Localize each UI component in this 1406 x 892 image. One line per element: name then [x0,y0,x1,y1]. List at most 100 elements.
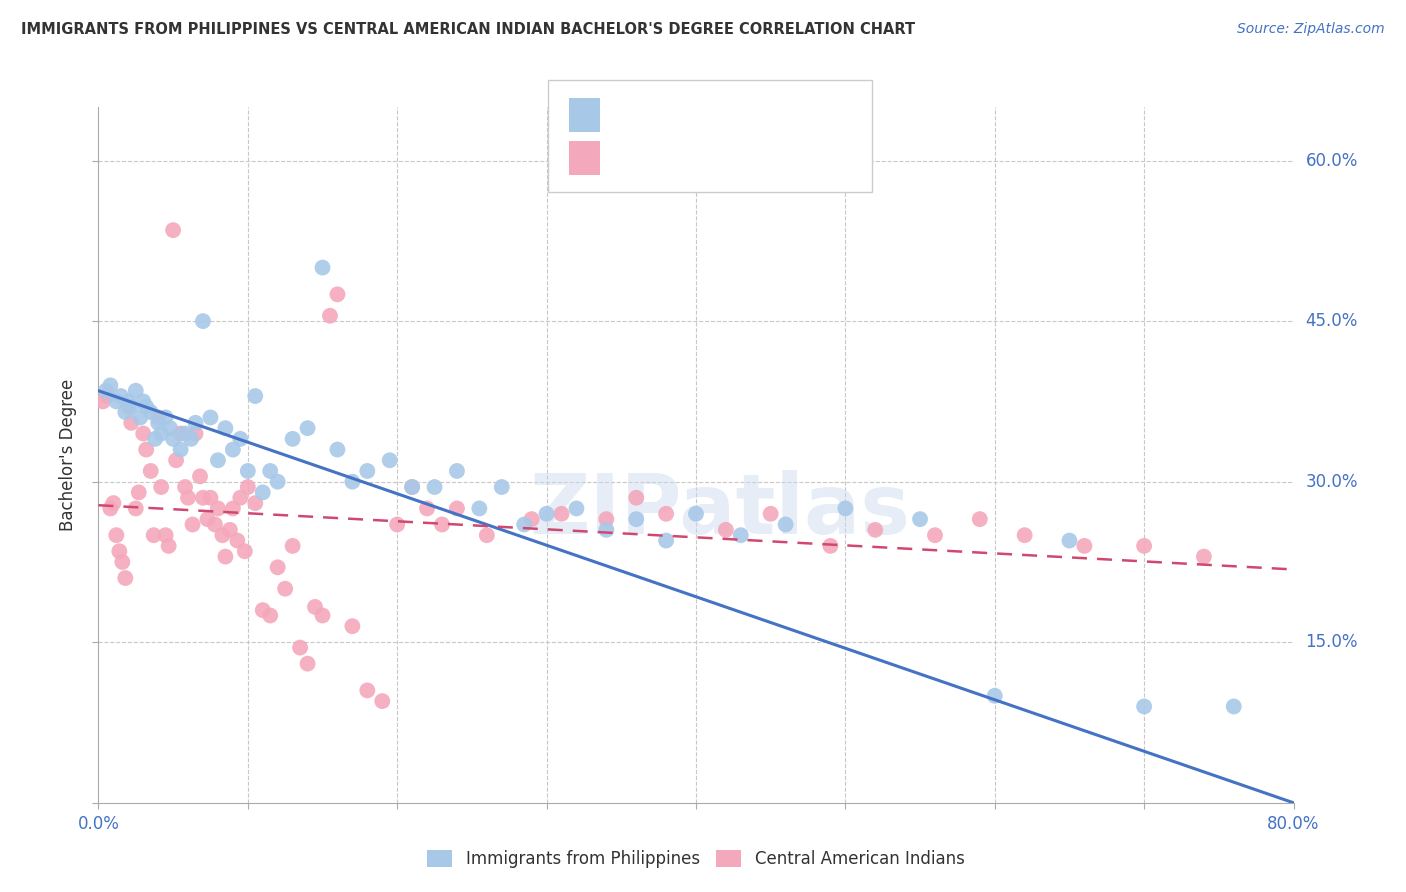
Point [236,464,259,478]
Text: -0.082: -0.082 [658,150,717,168]
Point [120,400,142,414]
Point [983,689,1005,703]
Point [446,501,468,516]
Legend: Immigrants from Philippines, Central American Indians: Immigrants from Philippines, Central Ame… [420,843,972,874]
Text: IMMIGRANTS FROM PHILIPPINES VS CENTRAL AMERICAN INDIAN BACHELOR'S DEGREE CORRELA: IMMIGRANTS FROM PHILIPPINES VS CENTRAL A… [21,22,915,37]
Point [132,394,155,409]
Point [103,496,125,510]
Point [319,309,342,323]
Point [105,394,128,409]
Point [468,501,491,516]
Point [297,421,319,435]
Point [135,400,157,414]
Point [174,480,197,494]
Point [184,416,207,430]
Point [685,507,707,521]
Text: 45.0%: 45.0% [1305,312,1358,330]
Point [775,517,797,532]
Point [267,560,290,574]
Point [1223,699,1246,714]
Point [908,512,931,526]
Point [1073,539,1095,553]
Point [267,475,290,489]
Point [200,491,222,505]
Point [245,496,267,510]
Point [125,384,148,398]
Point [207,453,229,467]
Point [98,378,122,392]
Point [624,491,647,505]
Point [252,485,274,500]
Point [135,442,157,457]
Point [162,223,184,237]
Point [446,464,468,478]
Point [229,491,252,505]
Point [181,517,204,532]
Point [214,421,236,435]
Point [157,539,180,553]
Point [378,453,401,467]
Point [162,432,184,446]
Point [204,517,226,532]
Point [177,491,200,505]
Point [1192,549,1215,564]
Point [233,544,256,558]
Text: -0.586: -0.586 [658,106,717,125]
Point [108,544,131,558]
Text: ZIPatlas: ZIPatlas [530,470,910,551]
Point [259,464,281,478]
Text: N =: N = [735,150,783,168]
Point [730,528,752,542]
Point [159,421,181,435]
Point [1133,699,1156,714]
Point [565,501,588,516]
Point [117,394,139,409]
Point [184,426,207,441]
Point [125,501,148,516]
Point [595,512,617,526]
Text: N =: N = [735,106,783,125]
Point [520,512,543,526]
Point [200,410,222,425]
Point [191,314,214,328]
Text: 60.0%: 60.0% [1305,152,1358,169]
Point [371,694,394,708]
Point [150,480,173,494]
Point [214,549,236,564]
Text: 15.0%: 15.0% [1305,633,1358,651]
Point [655,533,678,548]
Point [820,539,842,553]
Point [129,410,152,425]
Point [969,512,991,526]
Point [98,501,122,516]
Point [211,528,233,542]
Point [91,394,114,409]
Point [655,507,678,521]
Point [1059,533,1081,548]
Point [94,384,117,398]
Point [513,517,536,532]
Point [401,480,423,494]
Point [132,426,155,441]
Point [180,432,202,446]
Point [259,608,281,623]
Point [624,512,647,526]
Text: R =: R = [612,150,648,168]
Point [222,501,245,516]
Point [150,426,173,441]
Point [311,608,333,623]
Point [155,528,177,542]
Point [536,507,558,521]
Y-axis label: Bachelor's Degree: Bachelor's Degree [59,379,77,531]
Point [139,464,162,478]
Point [423,480,446,494]
Point [311,260,333,275]
Point [207,501,229,516]
Point [245,389,267,403]
Point [385,517,409,532]
Text: 60: 60 [792,106,814,125]
Point [226,533,249,548]
Point [475,528,498,542]
Point [491,480,513,494]
Point [148,416,170,430]
